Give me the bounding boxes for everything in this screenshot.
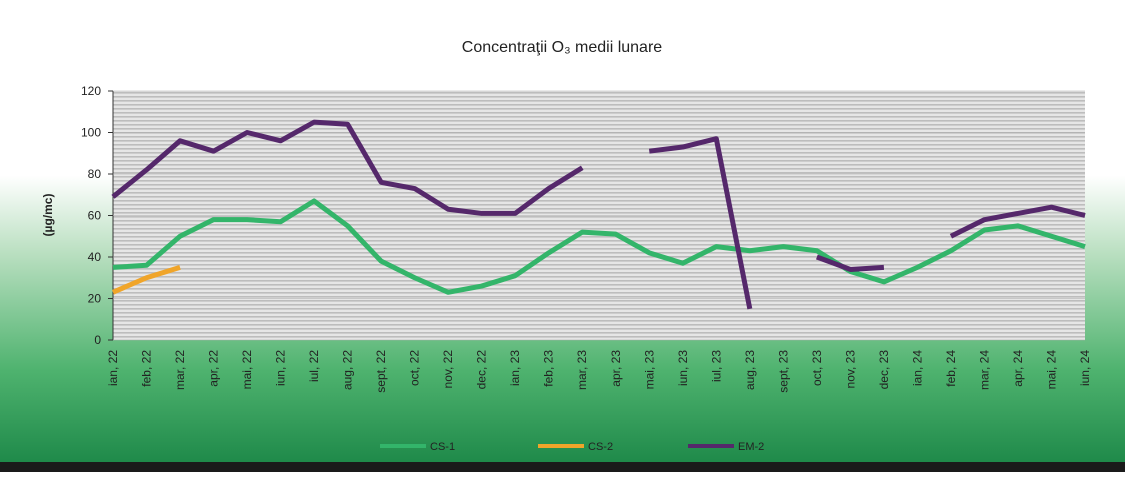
x-tick-label: dec, 23	[877, 350, 891, 390]
bottom-edge	[0, 462, 1125, 472]
legend-label: CS-1	[430, 441, 455, 453]
x-tick-label: feb, 22	[140, 350, 154, 387]
x-tick-label: apr, 23	[609, 350, 623, 387]
x-tick-label: mai, 23	[642, 350, 656, 390]
y-axis-label: (µg/mc)	[41, 194, 55, 237]
x-tick-label: sept, 22	[374, 350, 388, 393]
y-tick-label: 0	[94, 333, 101, 347]
legend-label: CS-2	[588, 441, 613, 453]
x-tick-label: mar, 23	[575, 350, 589, 390]
chart-title: Concentraţii O₃ medii lunare	[462, 39, 662, 56]
y-tick-label: 100	[81, 126, 101, 140]
x-tick-label: aug, 22	[341, 350, 355, 390]
x-tick-label: iul, 22	[307, 350, 321, 382]
x-tick-label: iun, 22	[274, 350, 288, 386]
x-tick-label: feb, 24	[944, 350, 958, 387]
x-tick-label: iul, 23	[709, 350, 723, 382]
x-tick-label: mar, 22	[173, 350, 187, 390]
x-tick-label: nov, 22	[441, 350, 455, 389]
series-line	[112, 264, 181, 295]
x-tick-label: mai, 24	[1044, 350, 1058, 390]
y-tick-label: 40	[88, 250, 102, 264]
x-tick-label: apr, 22	[207, 350, 221, 387]
legend-label: EM-2	[738, 441, 764, 453]
x-tick-label: feb, 23	[542, 350, 556, 387]
x-tick-label: oct, 23	[810, 350, 824, 386]
x-tick-label: dec, 22	[475, 350, 489, 390]
y-tick-label: 60	[88, 209, 102, 223]
x-tick-label: ian, 23	[508, 350, 522, 386]
x-tick-label: oct, 22	[408, 350, 422, 386]
x-tick-label: mai, 22	[240, 350, 254, 390]
y-tick-label: 80	[88, 167, 102, 181]
x-tick-label: iun, 24	[1078, 350, 1092, 386]
x-tick-label: ian, 22	[106, 350, 120, 386]
series-line	[112, 198, 1086, 295]
x-tick-label: aug, 23	[743, 350, 757, 390]
x-tick-label: sept, 23	[776, 350, 790, 393]
y-tick-label: 20	[88, 292, 102, 306]
x-tick-label: apr, 24	[1011, 350, 1025, 387]
y-tick-label: 120	[81, 84, 101, 98]
x-tick-label: mar, 24	[977, 350, 991, 390]
x-tick-label: iun, 23	[676, 350, 690, 386]
series-line	[111, 119, 1086, 310]
x-tick-label: nov, 23	[843, 350, 857, 389]
x-tick-label: ian, 24	[910, 350, 924, 386]
